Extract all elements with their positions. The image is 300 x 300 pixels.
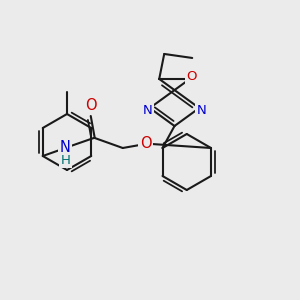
Text: N: N <box>143 103 153 116</box>
Text: O: O <box>140 136 152 151</box>
Text: O: O <box>187 70 197 83</box>
Text: O: O <box>85 98 97 113</box>
Text: H: H <box>61 154 71 166</box>
Text: N: N <box>196 103 206 116</box>
Text: N: N <box>59 140 70 155</box>
